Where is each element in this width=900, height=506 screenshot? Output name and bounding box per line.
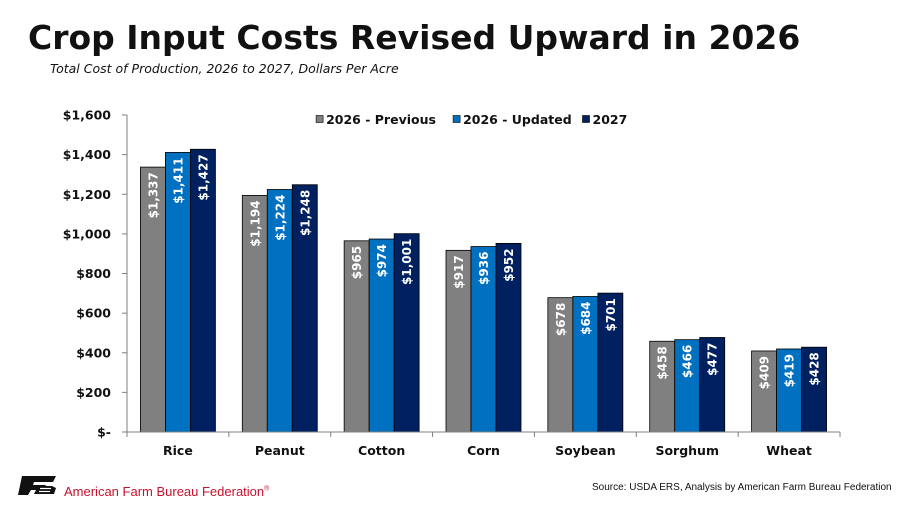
x-tick-label: Soybean — [555, 443, 616, 458]
organization-name-text: American Farm Bureau Federation — [64, 484, 265, 499]
bar-value-label: $701 — [604, 298, 618, 331]
bar — [495, 242, 522, 433]
bar-value-label: $1,337 — [146, 172, 160, 218]
organization-name: American Farm Bureau Federation® — [64, 484, 269, 499]
bar-value-label: $684 — [579, 301, 593, 334]
legend-swatch — [315, 115, 324, 123]
bar-value-label: $965 — [350, 246, 364, 279]
registered-mark: ® — [264, 485, 270, 493]
x-tick-label: Corn — [467, 443, 500, 458]
bar — [393, 233, 420, 433]
x-tick-label: Wheat — [766, 443, 812, 458]
bar-value-label: $428 — [808, 352, 822, 385]
bar — [190, 148, 216, 433]
chart-subtitle: Total Cost of Production, 2026 to 2027, … — [50, 61, 399, 76]
source-note: Source: USDA ERS, Analysis by American F… — [592, 482, 892, 493]
legend-swatch — [452, 115, 461, 123]
bar-value-label: $1,194 — [248, 200, 262, 246]
bar — [597, 292, 624, 433]
legend: 2026 - Previous 2026 - Updated 2027 — [315, 112, 628, 127]
bar-value-label: $974 — [375, 244, 389, 277]
x-tick-label: Sorghum — [655, 443, 719, 458]
legend-label: 2027 — [593, 112, 628, 127]
chart-title: Crop Input Costs Revised Upward in 2026 — [28, 18, 801, 57]
legend-label: 2026 - Previous — [326, 112, 436, 127]
bar-value-label: $1,224 — [273, 194, 287, 240]
x-tick-label: Cotton — [358, 443, 405, 458]
bar-value-label: $1,001 — [400, 239, 414, 285]
bars — [140, 148, 827, 433]
y-axis: $- $200 $400 $600 $800 $1,000 $1,200 $1,400 $1,6… — [63, 108, 128, 440]
bar-labels: $1,337 $1,411 $1,427 $1,194 $1,224 $1,248 $965… — [146, 154, 821, 389]
legend-label: 2026 - Updated — [463, 112, 572, 127]
x-tick-label: Peanut — [255, 443, 305, 458]
y-tick-label: $600 — [76, 306, 111, 321]
fb-logo-icon — [18, 476, 56, 495]
bar — [241, 195, 268, 433]
bar-value-label: $1,427 — [196, 154, 210, 200]
bar-value-label: $409 — [758, 356, 772, 389]
bar-value-label: $678 — [554, 303, 568, 336]
y-tick-label: $- — [97, 425, 111, 440]
bar — [649, 340, 676, 433]
bar — [699, 337, 726, 433]
bar — [291, 184, 318, 433]
bar — [751, 350, 777, 433]
bar — [801, 346, 827, 433]
y-tick-label: $400 — [76, 345, 111, 360]
bar — [470, 246, 497, 433]
y-tick-label: $1,400 — [63, 147, 112, 162]
bar-value-label: $1,411 — [171, 157, 185, 203]
bar-value-label: $458 — [656, 346, 670, 379]
y-tick-label: $800 — [76, 266, 111, 281]
bar-value-label: $466 — [681, 345, 695, 378]
bar — [368, 238, 395, 433]
legend-swatch — [582, 115, 590, 123]
bar-value-label: $1,248 — [298, 190, 312, 236]
y-tick-label: $1,600 — [63, 108, 112, 123]
bar — [165, 152, 191, 433]
bar-value-label: $936 — [477, 252, 491, 285]
bar-value-label: $419 — [783, 354, 797, 387]
y-tick-label: $1,200 — [63, 187, 112, 202]
bar-value-label: $917 — [452, 255, 466, 288]
y-tick-label: $1,000 — [63, 226, 112, 241]
x-tick-label: Rice — [163, 443, 193, 458]
bar-value-label: $477 — [706, 342, 720, 375]
bar — [266, 189, 293, 433]
x-axis: Rice Peanut Cotton Corn Soybean Sorghum Wheat — [126, 431, 841, 458]
bar-value-label: $952 — [502, 248, 516, 281]
y-tick-label: $200 — [76, 385, 111, 400]
bar — [445, 249, 472, 433]
